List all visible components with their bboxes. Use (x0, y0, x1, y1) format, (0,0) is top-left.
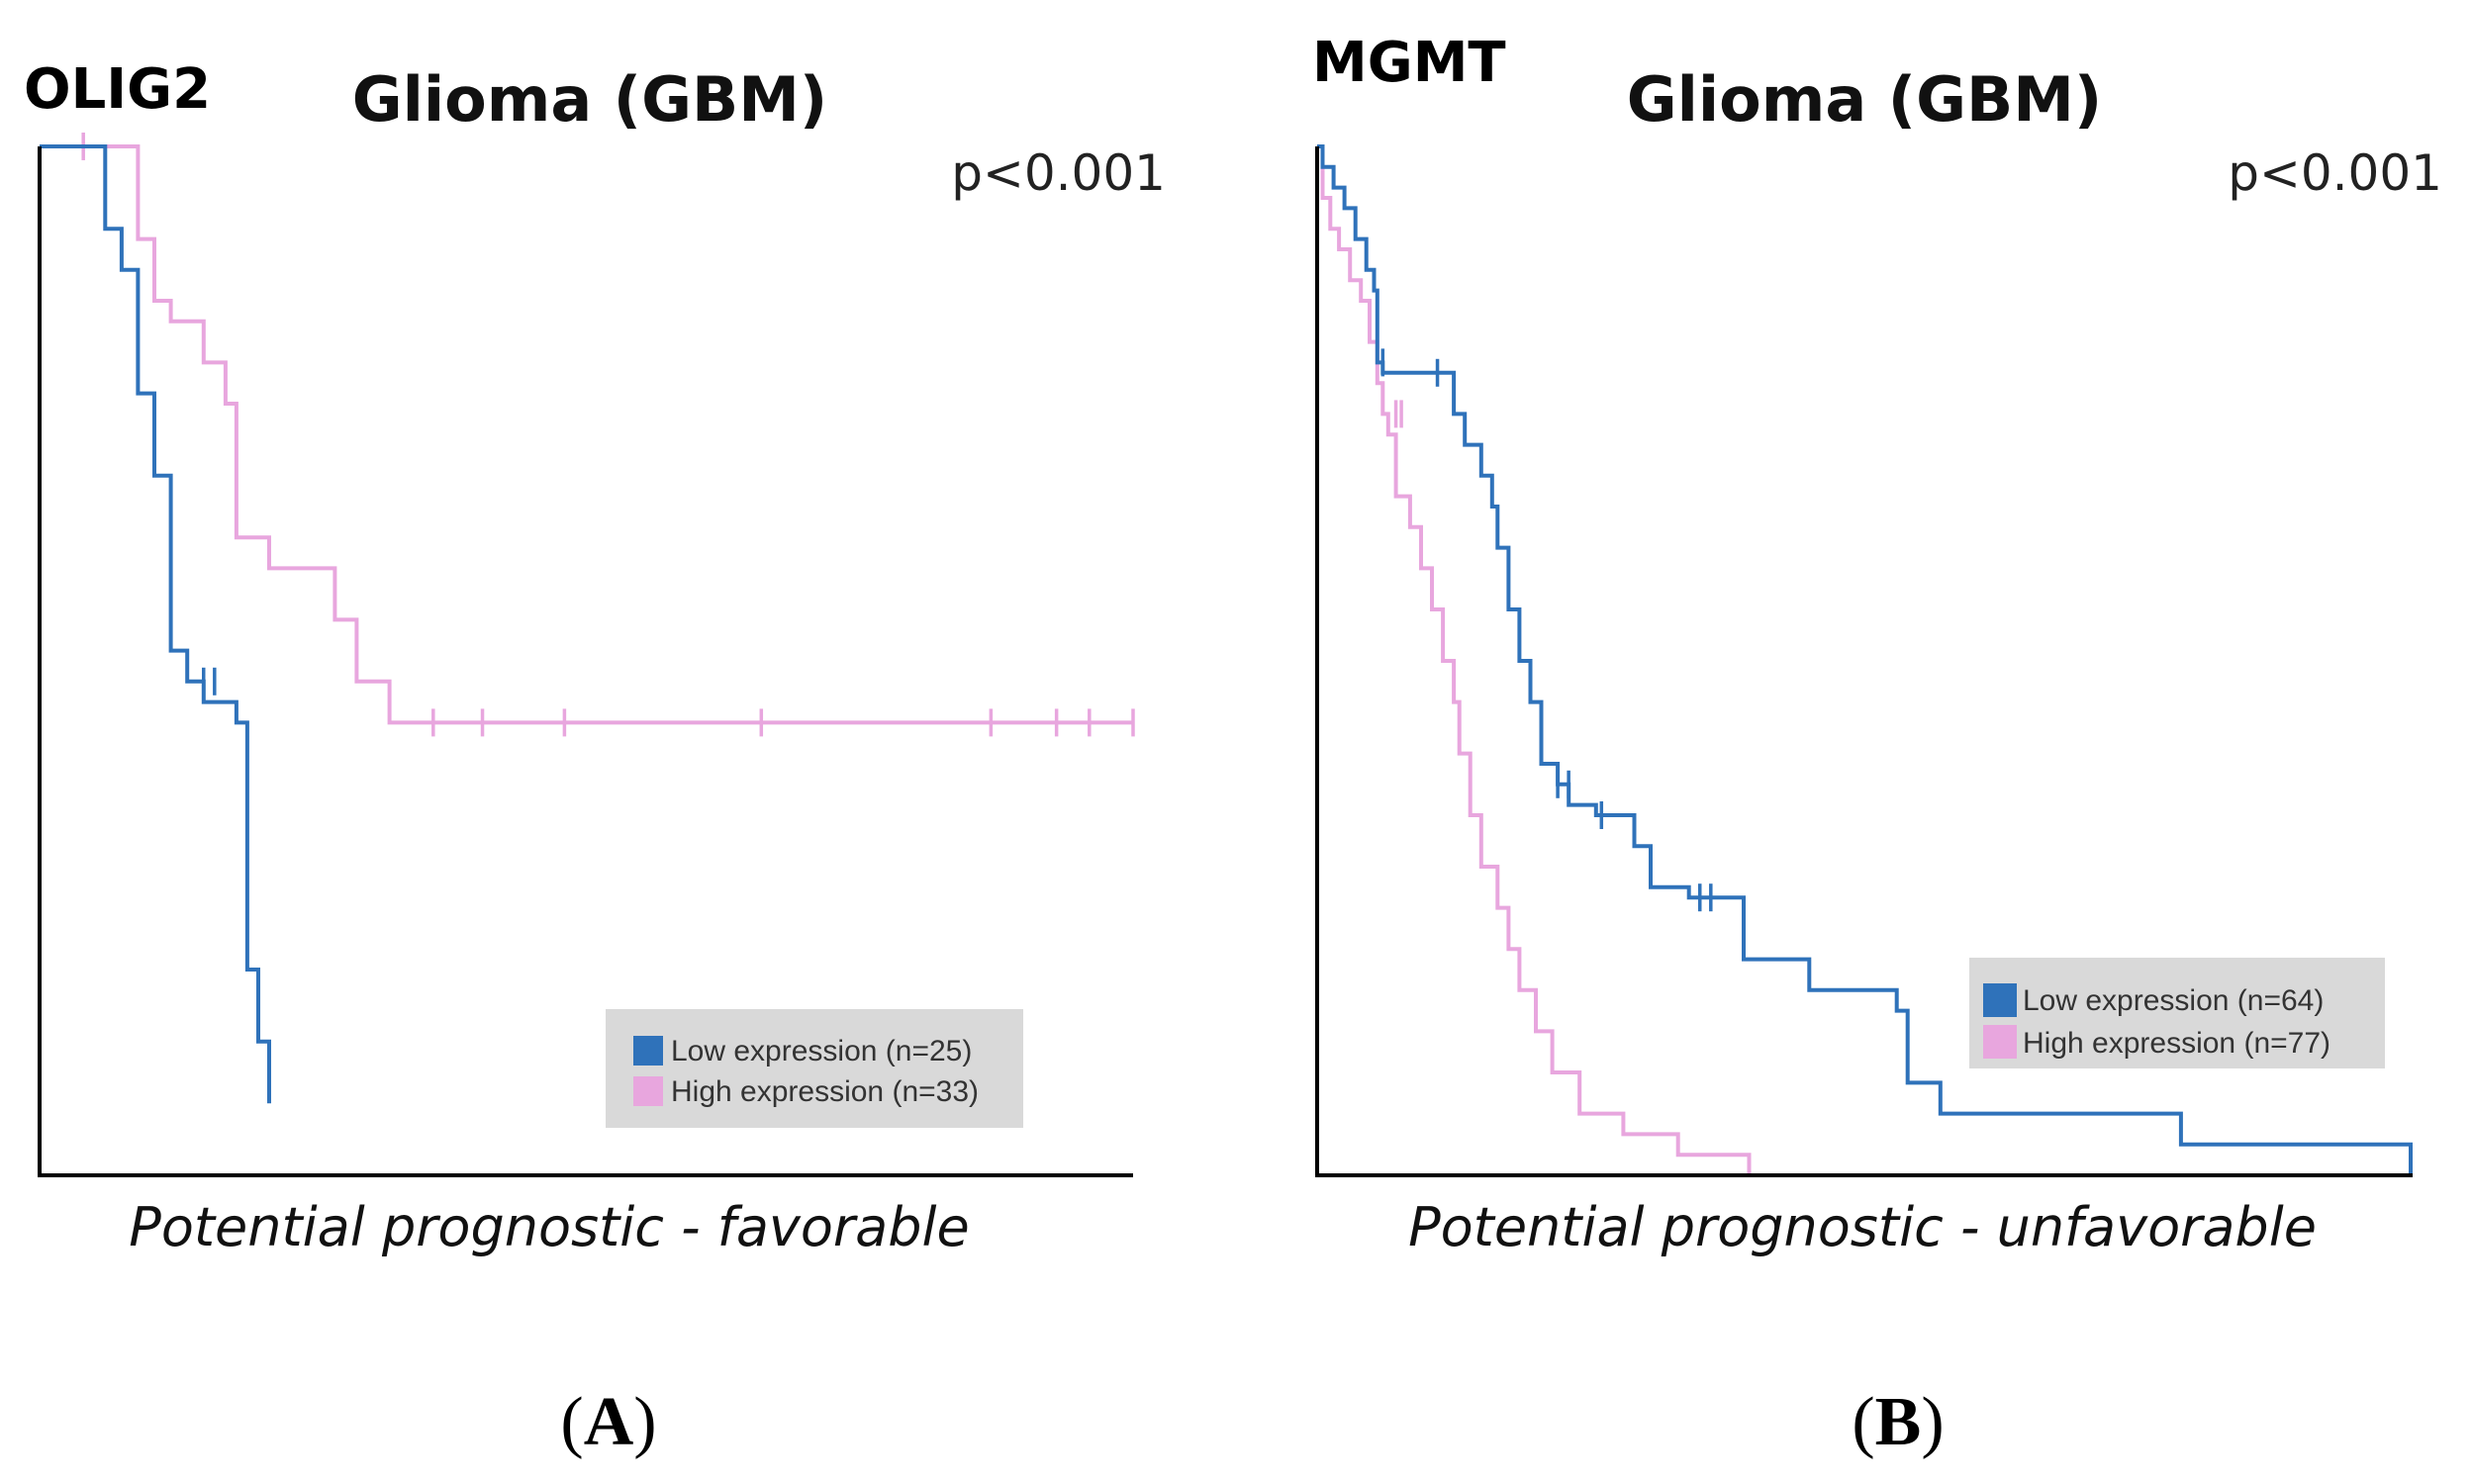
panel-b-label: (B) (1852, 1384, 1944, 1460)
panel-b-p-value: p<0.001 (2228, 144, 2442, 202)
panel-b-plot-area (1317, 144, 2413, 1175)
panel-b-caption: Potential prognostic - unfavorable (1408, 1196, 2317, 1258)
panel-a-label: (A) (560, 1384, 656, 1460)
panel-b-legend-box (1969, 958, 2385, 1068)
panel-b-curve-low (1317, 144, 2413, 1175)
panel-a-caption: Potential prognostic - favorable (129, 1196, 969, 1258)
panel-a-legend-label-high: High expression (n=33) (671, 1075, 979, 1108)
panel-a-p-value: p<0.001 (951, 144, 1166, 202)
panel-b-gene-label: MGMT (1312, 31, 1506, 95)
panel-a-legend-label-low: Low expression (n=25) (671, 1035, 972, 1067)
panel-a-curve-high (40, 144, 1133, 725)
panel-a-title: Glioma (GBM) (352, 63, 828, 136)
panel-a-legend: Low expression (n=25) High expression (n… (606, 1009, 1023, 1128)
panel-a-legend-swatch-high (633, 1076, 663, 1106)
panel-b-legend-label-high: High expression (n=77) (2023, 1027, 2330, 1060)
panel-b-legend-label-low: Low expression (n=64) (2023, 984, 2324, 1017)
panel-a-curve-low (40, 144, 271, 1104)
panel-b-letter: B (1875, 1384, 1922, 1460)
panel-b-legend-swatch-high (1983, 1025, 2017, 1059)
panel-a: OLIG2 Glioma (GBM) p<0.001 Low expressio… (24, 57, 1166, 1460)
panel-a-plot-area (40, 133, 1135, 1104)
panel-b-curve-high (1317, 144, 1752, 1175)
panel-b: MGMT Glioma (GBM) p<0.001 Low expression… (1312, 31, 2442, 1460)
panel-b-legend-swatch-low (1983, 983, 2017, 1017)
panel-b-title: Glioma (GBM) (1627, 63, 2103, 136)
panel-a-gene-label: OLIG2 (24, 57, 211, 122)
panel-a-legend-swatch-low (633, 1036, 663, 1066)
panel-a-legend-box (606, 1009, 1023, 1128)
panel-b-legend: Low expression (n=64) High expression (n… (1969, 958, 2385, 1068)
panel-a-letter: A (584, 1384, 634, 1460)
